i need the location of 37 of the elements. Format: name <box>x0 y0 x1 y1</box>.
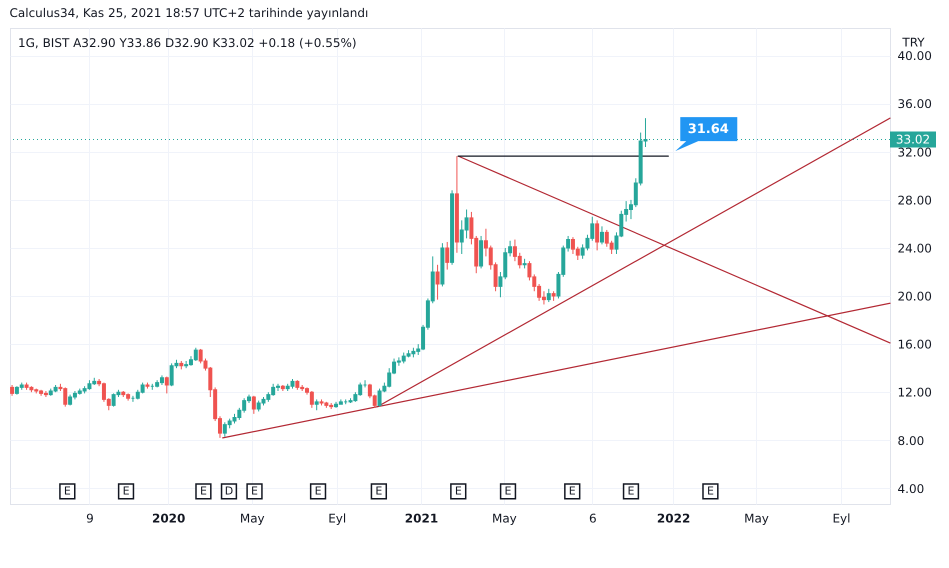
y-tick-label: 20.00 <box>898 290 932 304</box>
annotation: E <box>375 484 382 498</box>
ref-line-label: 33.02 <box>896 132 930 147</box>
y-axis-title: TRY <box>901 36 926 50</box>
annotation: E <box>454 484 462 498</box>
annotation: E <box>504 484 512 498</box>
annotation: E <box>568 484 576 498</box>
annotation: E <box>706 484 714 498</box>
y-tick-label: 28.00 <box>898 193 932 208</box>
y-tick-label: 16.00 <box>898 338 932 352</box>
y-tick-label: 12.00 <box>898 386 932 400</box>
text: 1G, BIST A32.90 Y33.86 D32.90 K33.02 +0.18 (+0.55%) <box>18 36 357 50</box>
chart-title: Calculus34, Kas 25, 2021 18:57 UTC+2 tarihinde yayınlandı <box>10 6 368 20</box>
x-tick-label: 2020 <box>152 512 186 526</box>
x-tick-label: May <box>492 512 517 526</box>
annotation: E <box>64 484 71 498</box>
annotation: E <box>627 484 634 498</box>
annotation: D <box>224 484 234 498</box>
x-tick-label: 6 <box>588 512 597 526</box>
x-tick-label: 2021 <box>404 512 438 526</box>
y-tick-label: 32.00 <box>898 145 932 160</box>
annotation: 31.64 <box>688 122 729 138</box>
y-tick-label: 36.00 <box>898 97 932 112</box>
y-tick-label: 4.00 <box>898 482 924 496</box>
annotation: E <box>251 484 258 498</box>
annotation: E <box>314 484 322 498</box>
annotation: E <box>122 484 130 498</box>
annotation: E <box>200 484 207 498</box>
y-tick-label: 40.00 <box>898 49 932 64</box>
x-tick-label: May <box>744 512 769 526</box>
x-tick-label: Eyl <box>832 512 850 526</box>
y-tick-label: 24.00 <box>898 241 932 256</box>
y-tick-label: 8.00 <box>898 434 924 448</box>
x-tick-label: Eyl <box>328 512 346 526</box>
x-tick-label: May <box>240 512 265 526</box>
x-tick-label: 9 <box>86 512 94 526</box>
x-tick-label: 2022 <box>656 512 690 526</box>
